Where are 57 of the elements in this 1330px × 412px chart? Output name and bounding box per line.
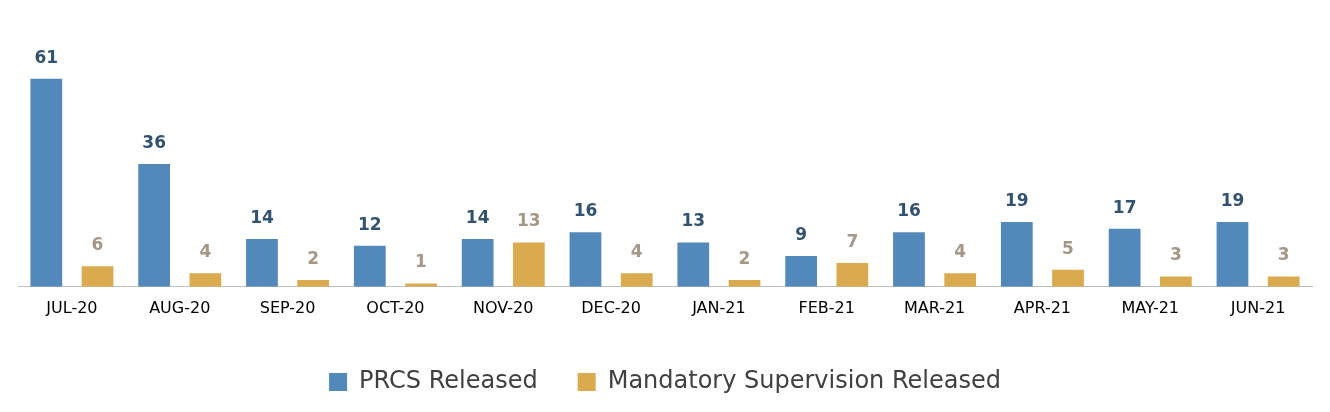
x-tick-label: APR-21 — [1013, 297, 1072, 317]
data-label: 9 — [795, 224, 808, 245]
x-tick-label: AUG-20 — [149, 297, 211, 317]
bar — [785, 256, 818, 287]
bar — [30, 78, 63, 287]
data-label: 19 — [1220, 189, 1245, 210]
legend-label: Mandatory Supervision Released — [607, 366, 1001, 395]
bar — [677, 242, 710, 287]
data-label: 61 — [34, 46, 59, 67]
x-tick-label: SEP-20 — [259, 297, 316, 317]
data-label: 17 — [1112, 196, 1137, 217]
data-label: 1 — [415, 251, 427, 272]
bar — [620, 273, 653, 287]
data-label: 16 — [573, 200, 598, 221]
bar — [353, 245, 386, 287]
x-tick-label: OCT-20 — [366, 297, 425, 317]
bar — [1000, 221, 1033, 287]
legend-label: PRCS Released — [359, 366, 538, 395]
bar — [189, 273, 222, 287]
x-tick-label: MAR-21 — [903, 297, 966, 317]
bar — [246, 239, 278, 287]
x-tick-label: FEB-21 — [798, 297, 855, 317]
bar — [81, 266, 114, 287]
data-label: 4 — [954, 241, 967, 262]
data-label: 14 — [250, 206, 274, 227]
x-tick-label: NOV-20 — [473, 297, 534, 317]
data-label: 3 — [1277, 244, 1290, 265]
bar — [836, 262, 869, 287]
data-label: 4 — [630, 241, 643, 262]
bar — [1052, 269, 1084, 287]
data-label: 4 — [199, 241, 212, 262]
x-tick-label: DEC-20 — [581, 297, 641, 317]
x-tick-label: JUL-20 — [45, 297, 98, 317]
data-label: 5 — [1062, 237, 1074, 258]
data-label: 19 — [1004, 189, 1029, 210]
x-tick-label: JAN-21 — [691, 297, 746, 317]
bar — [138, 163, 171, 287]
data-label: 12 — [357, 213, 382, 234]
bar — [944, 273, 977, 287]
x-tick-label: JUN-21 — [1229, 297, 1286, 317]
data-label: 2 — [738, 247, 751, 268]
data-label: 6 — [91, 234, 104, 255]
data-label: 3 — [1169, 244, 1182, 265]
data-label: 13 — [517, 210, 541, 231]
bar — [512, 242, 545, 287]
bar — [1216, 221, 1249, 287]
bar — [1108, 228, 1141, 287]
x-tick-label: MAY-21 — [1121, 297, 1180, 317]
data-label: 13 — [681, 210, 706, 231]
bar — [461, 239, 494, 287]
data-label: 16 — [897, 200, 921, 221]
data-label: 36 — [142, 131, 166, 152]
bar — [893, 232, 925, 287]
bar — [569, 232, 602, 287]
data-label: 2 — [307, 247, 320, 268]
data-label: 7 — [846, 230, 859, 251]
data-label: 14 — [465, 206, 490, 227]
